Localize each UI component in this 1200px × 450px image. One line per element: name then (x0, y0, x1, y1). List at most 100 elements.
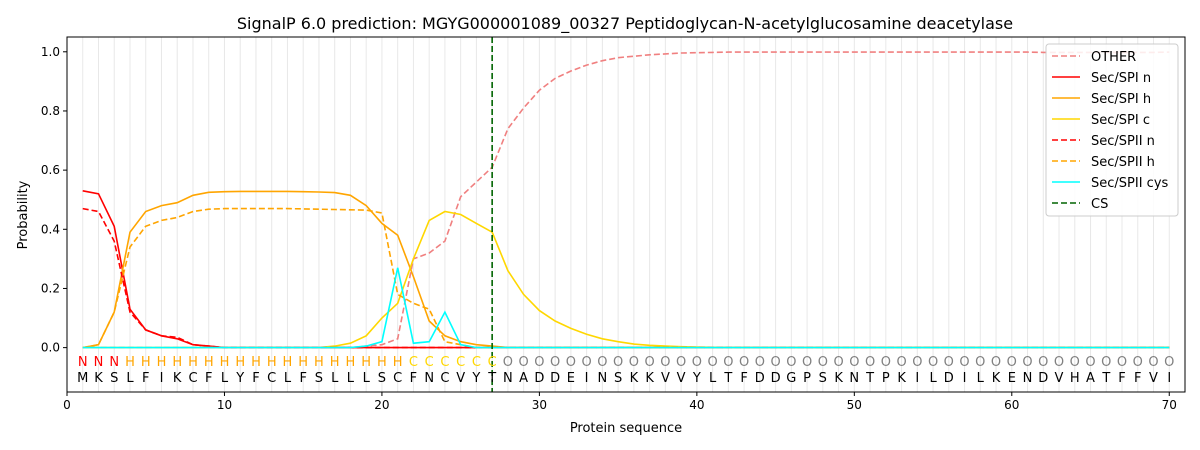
protein-sequence: MKSLFIKCFLYFCLFSLLLSCFNCVYTNADDEINSKKVVY… (77, 371, 1171, 386)
residue-label: O (1054, 355, 1064, 370)
residue-label: O (519, 355, 529, 370)
residue-label: H (157, 355, 167, 370)
series-line-sec-spii-n (82, 207, 1170, 349)
residue-label: O (723, 355, 733, 370)
residue-label: O (959, 355, 969, 370)
residue-label: O (770, 355, 780, 370)
x-tick-label: 20 (374, 398, 389, 412)
x-tick-label: 40 (689, 398, 704, 412)
plot-frame (66, 36, 1186, 393)
series-line-sec-spi-c (82, 210, 1170, 349)
residue-label: H (298, 355, 308, 370)
legend-label: Sec/SPI c (1091, 113, 1150, 128)
residue-label: O (629, 355, 639, 370)
y-axis-label: Probability (16, 180, 31, 249)
residue-label: H (220, 355, 230, 370)
residue-label: O (676, 355, 686, 370)
legend-label: Sec/SPII n (1091, 134, 1155, 149)
residue-label: H (393, 355, 403, 370)
residue-label: H (235, 355, 245, 370)
residue-label: O (833, 355, 843, 370)
residue-label: H (346, 355, 356, 370)
residue-label: O (613, 355, 623, 370)
residue-label: H (125, 355, 135, 370)
y-tick-label: 0.0 (41, 341, 60, 355)
residue-label: H (377, 355, 387, 370)
residue-label: O (503, 355, 513, 370)
series-line-other (82, 51, 1170, 349)
residue-label: O (818, 355, 828, 370)
chart-title: SignalP 6.0 prediction: MGYG000001089_00… (237, 14, 1013, 34)
residue-label: O (944, 355, 954, 370)
residue-label: O (786, 355, 796, 370)
residue-label: O (692, 355, 702, 370)
legend-label: Sec/SPII h (1091, 155, 1155, 170)
residue-label: C (440, 355, 449, 370)
residue-label: N (94, 355, 104, 370)
residue-label: C (472, 355, 481, 370)
residue-label: O (1117, 355, 1127, 370)
x-tick-label: 50 (847, 398, 862, 412)
x-tick-label: 70 (1162, 398, 1177, 412)
x-axis-label: Protein sequence (570, 421, 682, 436)
residue-label: H (204, 355, 214, 370)
legend-label: CS (1091, 197, 1108, 212)
legend-label: Sec/SPI n (1091, 71, 1151, 86)
residue-label: C (488, 355, 497, 370)
y-tick-label: 1.0 (41, 45, 60, 59)
series-line-sec-spi-n (82, 190, 1170, 349)
residue-label: O (645, 355, 655, 370)
residue-label: H (330, 355, 340, 370)
series-line-sec-spii-cys (82, 267, 1170, 349)
residue-label: O (707, 355, 717, 370)
residue-label: O (1038, 355, 1048, 370)
residue-label: N (109, 355, 119, 370)
residue-label: O (597, 355, 607, 370)
residue-label: O (550, 355, 560, 370)
x-tick-label: 10 (217, 398, 232, 412)
residue-label: O (912, 355, 922, 370)
residue-label: O (849, 355, 859, 370)
residue-label: O (928, 355, 938, 370)
residue-label: H (251, 355, 261, 370)
residue-label: O (566, 355, 576, 370)
residue-label: O (582, 355, 592, 370)
residue-label: O (1085, 355, 1095, 370)
x-tick-label: 0 (63, 398, 71, 412)
residue-label: N (78, 355, 88, 370)
residue-label: H (314, 355, 324, 370)
residue-label: O (739, 355, 749, 370)
x-tick-label: 30 (532, 398, 547, 412)
residue-label: C (409, 355, 418, 370)
series-line-sec-spii-h (82, 207, 1170, 349)
residue-label: O (991, 355, 1001, 370)
residue-label: O (534, 355, 544, 370)
residue-label: O (865, 355, 875, 370)
residue-label: C (425, 355, 434, 370)
residue-label: O (1101, 355, 1111, 370)
residue-label: O (802, 355, 812, 370)
residue-label: O (1022, 355, 1032, 370)
legend-label: Sec/SPI h (1091, 92, 1151, 107)
residue-label: H (141, 355, 151, 370)
x-tick-label: 60 (1004, 398, 1019, 412)
legend-box (1045, 43, 1179, 217)
residue-label: O (1148, 355, 1158, 370)
residue-label: O (1007, 355, 1017, 370)
residue-label: H (267, 355, 277, 370)
series-line-sec-spi-h (82, 190, 1170, 349)
residue-label: H (172, 355, 182, 370)
residue-label: O (660, 355, 670, 370)
residue-label: O (881, 355, 891, 370)
y-tick-label: 0.2 (41, 281, 60, 295)
residue-label: H (361, 355, 371, 370)
residue-label: H (188, 355, 198, 370)
y-tick-label: 0.6 (41, 163, 60, 177)
residue-label: O (1164, 355, 1174, 370)
y-tick-label: 0.8 (41, 104, 60, 118)
residue-label: O (975, 355, 985, 370)
residue-label: O (1133, 355, 1143, 370)
residue-label: O (755, 355, 765, 370)
residue-label: C (456, 355, 465, 370)
